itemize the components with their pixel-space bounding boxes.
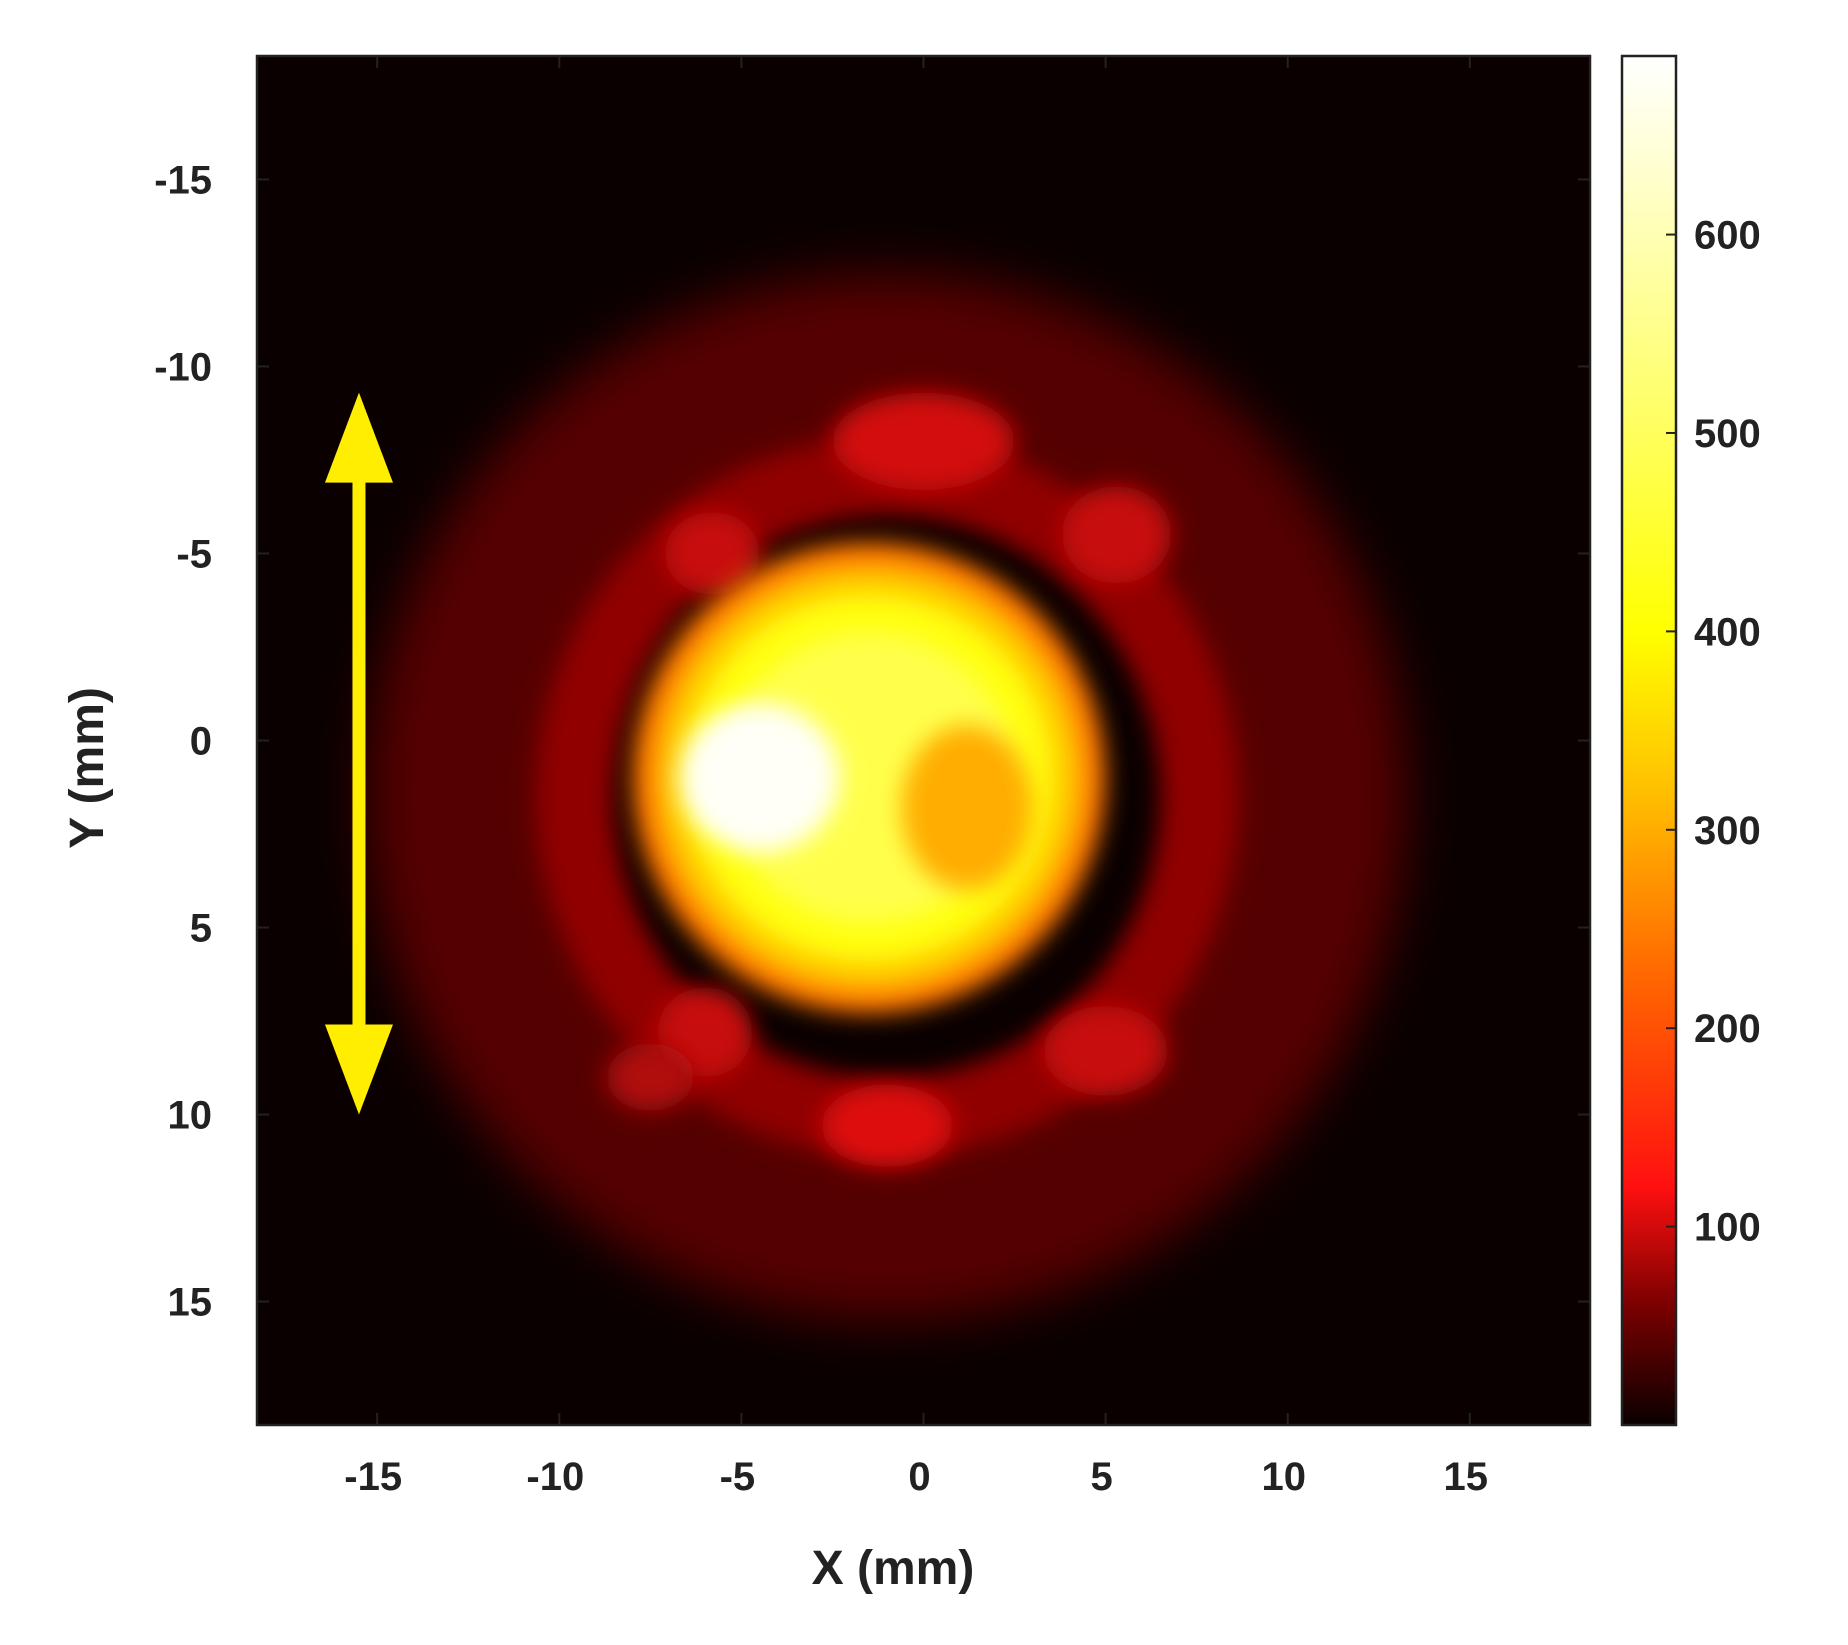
x-tick-label: 10: [1261, 1455, 1306, 1499]
colorbar-ticks: 100 200 300 400 500 600: [1666, 214, 1761, 1250]
annotation-arrowhead-bottom: [324, 1024, 393, 1115]
colorbar-tick-label: 300: [1694, 809, 1761, 853]
x-tick-label: 5: [1090, 1455, 1112, 1499]
annotation-arrowhead-top: [324, 392, 393, 483]
x-tick-label: -5: [720, 1455, 756, 1499]
colorbar-frame: [1620, 54, 1678, 1427]
y-tick-label: -15: [154, 158, 212, 202]
heatmap-intensity-layer: [368, 273, 1407, 1320]
y-axis: -15 -10 -5 0 5 10 15: [154, 158, 1590, 1325]
heatmap-ring-halo: [368, 273, 1407, 1320]
y-axis-title: Y (mm): [61, 687, 114, 849]
heatmap-spot-upper-left: [664, 512, 760, 595]
x-axis-title: X (mm): [812, 1542, 975, 1595]
y-tick-label: 5: [190, 907, 212, 951]
annotation-layer: [324, 392, 393, 1115]
colorbar: 100 200 300 400 500 600: [1620, 54, 1761, 1427]
colorbar-gradient: [1622, 56, 1676, 1425]
colorbar-tick-label: 600: [1694, 214, 1761, 258]
colorbar-tick-label: 500: [1694, 412, 1761, 456]
heatmap-central-dip: [901, 725, 1033, 891]
y-tick-label: 0: [190, 720, 212, 764]
heatmap-spot-bottom: [821, 1084, 953, 1167]
y-tick-label: 10: [168, 1094, 213, 1138]
x-tick-label: -10: [526, 1455, 584, 1499]
heatmap-spot-top: [832, 392, 1015, 490]
heatmap-spot-lower-right: [1043, 1006, 1168, 1096]
y-tick-label: 15: [168, 1281, 213, 1325]
colorbar-tick-label: 200: [1694, 1007, 1761, 1051]
heatmap-spot-lower-far-left: [606, 1043, 695, 1111]
x-tick-label: -15: [344, 1455, 402, 1499]
plot-area: [255, 54, 1592, 1427]
colorbar-tick-label: 400: [1694, 610, 1761, 654]
heatmap-spot-upper-right: [1061, 486, 1172, 584]
x-axis: -15 -10 -5 0 5 10 15: [344, 56, 1488, 1499]
colorbar-tick-label: 100: [1694, 1206, 1761, 1250]
y-tick-label: -5: [176, 532, 212, 576]
heatmap-hot-spot: [679, 703, 840, 853]
y-tick-label: -10: [154, 345, 212, 389]
x-tick-label: 0: [908, 1455, 930, 1499]
x-tick-label: 15: [1444, 1455, 1489, 1499]
